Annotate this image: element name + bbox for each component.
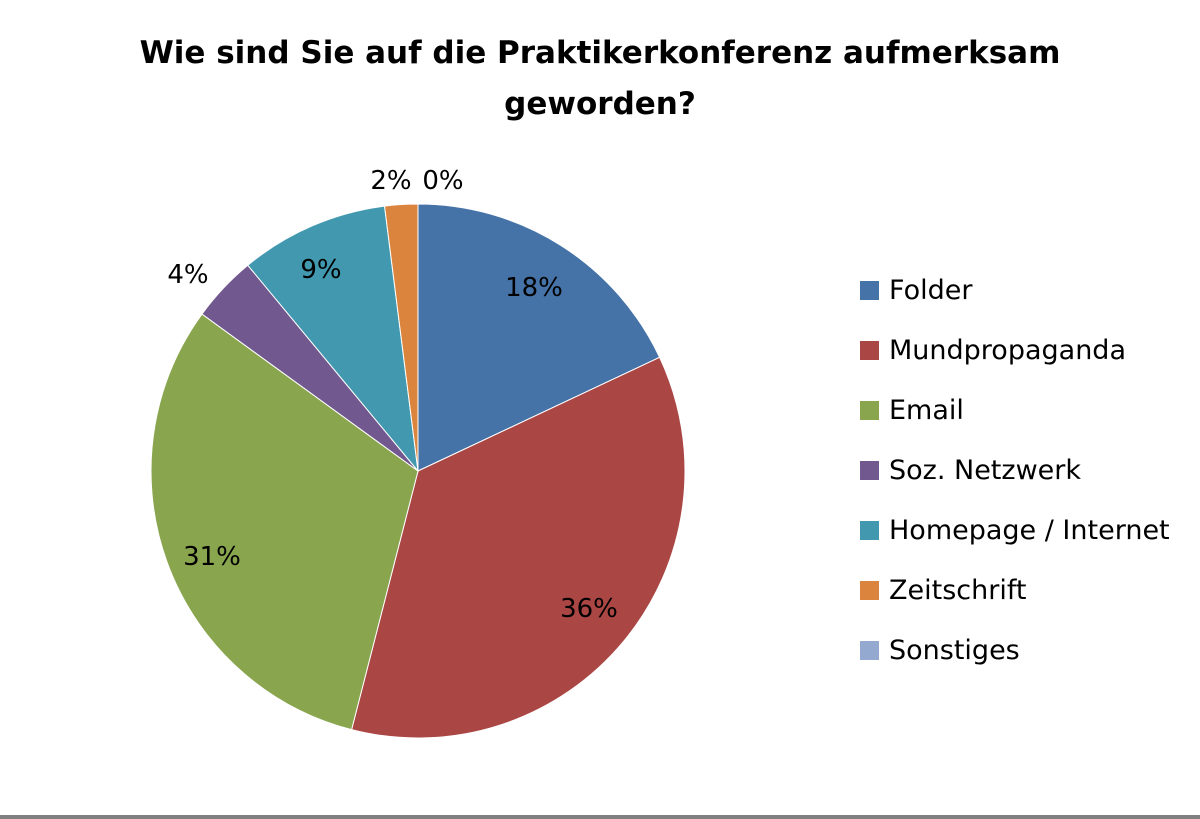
data-label-soz-netzwerk: 4% [167,260,208,290]
legend-item-folder: Folder [860,270,972,310]
legend-label-mundpropaganda: Mundpropaganda [889,334,1126,366]
legend-item-mundpropaganda: Mundpropaganda [860,330,1126,370]
pie-slice-mundpropaganda [350,356,686,739]
legend-swatch-homepage-internet [860,520,879,540]
pie-slice-folder [417,203,661,472]
legend-swatch-zeitschrift [860,580,879,600]
pie-data-labels: 18% 36% 31% 4% 9% 2% 0% [167,166,618,624]
legend-label-zeitschrift: Zeitschrift [889,574,1027,606]
pie-slice-homepage-internet [247,205,419,473]
legend-label-homepage-internet: Homepage / Internet [889,514,1170,546]
legend-item-homepage-internet: Homepage / Internet [860,510,1170,550]
pie-slices [150,203,686,739]
legend-label-folder: Folder [889,274,973,306]
legend-item-email: Email [860,390,964,430]
legend-swatch-email [860,400,879,420]
legend-item-zeitschrift: Zeitschrift [860,570,1026,610]
data-label-email: 31% [183,542,241,572]
data-label-homepage-internet: 9% [300,255,341,285]
legend-item-soz-netzwerk: Soz. Netzwerk [860,450,1081,490]
data-label-mundpropaganda: 36% [560,594,618,624]
chart-title-line-2: geworden? [504,86,696,122]
pie-slice-zeitschrift [383,203,419,472]
legend-label-sonstiges: Sonstiges [889,634,1020,666]
legend-swatch-mundpropaganda [860,340,879,360]
data-label-zeitschrift: 2% [370,166,411,196]
legend-label-email: Email [889,394,964,426]
legend-item-sonstiges: Sonstiges [860,630,1020,670]
data-label-folder: 18% [505,273,563,303]
legend-swatch-folder [860,280,879,300]
data-label-sonstiges: 0% [422,166,463,196]
chart-title: Wie sind Sie auf die Praktikerkonferenz … [100,28,1100,130]
pie-slice-email [150,313,419,731]
legend-swatch-sonstiges [860,640,879,660]
bottom-divider [0,815,1200,819]
chart-title-line-1: Wie sind Sie auf die Praktikerkonferenz … [139,35,1061,71]
legend-swatch-soz-netzwerk [860,460,879,480]
legend-label-soz-netzwerk: Soz. Netzwerk [889,454,1081,486]
